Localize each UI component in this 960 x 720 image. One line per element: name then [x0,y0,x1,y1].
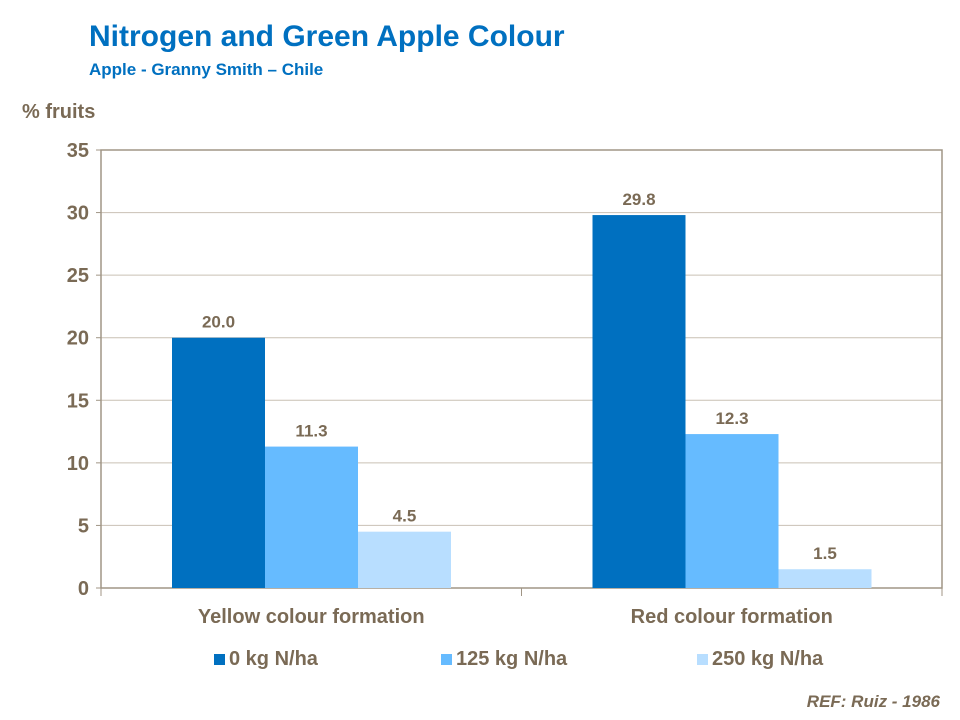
chart-title: Nitrogen and Green Apple Colour [89,20,565,53]
bar [778,569,872,588]
y-tick-label: 20 [67,328,89,350]
y-tick-label: 0 [78,578,89,600]
y-tick-label: 10 [67,453,89,475]
y-tick-label: 15 [67,390,89,412]
data-label: 20.0 [202,313,235,332]
legend-label: 125 kg N/ha [456,648,568,670]
legend-label: 250 kg N/ha [712,648,824,670]
y-tick-label: 35 [67,140,89,162]
y-axis-label: % fruits [22,101,96,123]
bar [592,215,686,588]
chart-subtitle: Apple - Granny Smith – Chile [89,60,324,79]
data-label: 1.5 [813,544,837,563]
y-tick-label: 5 [78,515,89,537]
legend-swatch [697,654,708,665]
legend-item: 125 kg N/ha [441,648,567,671]
y-tick-label: 30 [67,203,89,225]
x-tick-label: Yellow colour formation [198,606,425,628]
bar [265,446,358,588]
legend-swatch [441,654,452,665]
legend-label: 0 kg N/ha [229,648,318,670]
x-tick-label: Red colour formation [631,606,833,628]
y-tick-label: 25 [67,265,89,287]
legend-item: 250 kg N/ha [697,648,823,671]
data-label: 4.5 [393,507,417,526]
reference-note: REF: Ruiz - 1986 [806,692,940,711]
data-label: 29.8 [622,190,655,209]
legend-item: 0 kg N/ha [214,648,318,671]
legend-swatch [214,654,225,665]
bar [172,337,265,588]
bar [358,531,451,588]
data-label: 12.3 [715,409,748,428]
data-label: 11.3 [295,422,327,441]
bar [685,434,779,588]
